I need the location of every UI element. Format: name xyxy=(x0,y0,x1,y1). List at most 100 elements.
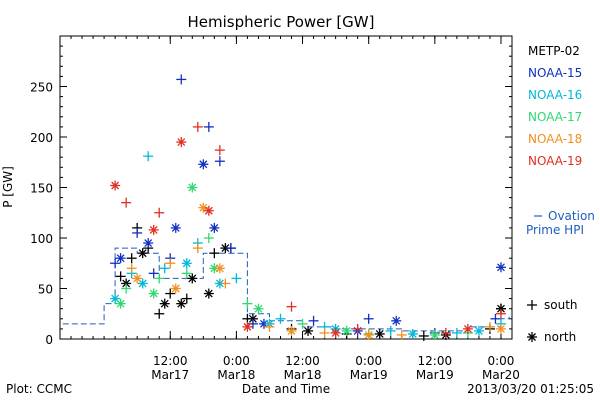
point-south-noaa-16 xyxy=(451,327,462,338)
point-north-noaa-17 xyxy=(115,298,126,309)
point-south-noaa-15 xyxy=(203,121,214,132)
point-south-noaa-19 xyxy=(214,145,225,156)
point-north-noaa-18 xyxy=(132,273,143,284)
point-south-noaa-18 xyxy=(126,263,137,274)
point-south-noaa-15 xyxy=(308,315,319,326)
point-north-metp-02 xyxy=(220,243,231,254)
x-tick-date-label: Mar17 xyxy=(151,368,189,382)
point-south-noaa-18 xyxy=(319,327,330,338)
point-north-metp-02 xyxy=(495,303,506,314)
point-south-metp-02 xyxy=(181,293,192,304)
point-south-noaa-17 xyxy=(154,273,165,284)
point-south-noaa-15 xyxy=(490,313,501,324)
plot-timestamp: 2013/03/20 01:25:05 xyxy=(467,382,594,396)
point-south-noaa-17 xyxy=(121,283,132,294)
point-north-noaa-18 xyxy=(363,329,374,340)
point-south-metp-02 xyxy=(115,271,126,282)
point-north-noaa-19 xyxy=(462,323,473,334)
point-south-noaa-18 xyxy=(484,321,495,332)
point-south-metp-02 xyxy=(154,308,165,319)
point-north-noaa-18 xyxy=(495,323,506,334)
marker-legend-symbol-south xyxy=(527,300,537,310)
x-tick-time-label: 0:00 xyxy=(223,354,250,368)
point-north-metp-02 xyxy=(187,273,198,284)
x-tick-time-label: 12:00 xyxy=(153,354,188,368)
point-south-noaa-19 xyxy=(121,197,132,208)
point-north-metp-02 xyxy=(176,298,187,309)
point-south-noaa-19 xyxy=(154,207,165,218)
point-south-noaa-16 xyxy=(385,325,396,336)
y-tick-label: 100 xyxy=(30,232,53,246)
point-south-noaa-16 xyxy=(275,313,286,324)
x-tick-date-label: Mar18 xyxy=(217,368,255,382)
point-south-noaa-19 xyxy=(352,323,363,334)
legend-item-noaa-16: NOAA-16 xyxy=(528,88,582,102)
legend-item-noaa-17: NOAA-17 xyxy=(528,110,582,124)
axis-ticks xyxy=(59,35,513,340)
point-south-noaa-15 xyxy=(214,156,225,167)
point-south-noaa-15 xyxy=(110,258,121,269)
y-tick-label: 0 xyxy=(45,333,53,347)
y-tick-label: 250 xyxy=(30,81,53,95)
point-north-noaa-15 xyxy=(115,253,126,264)
point-south-noaa-19 xyxy=(286,301,297,312)
point-north-noaa-18 xyxy=(214,263,225,274)
point-south-noaa-15 xyxy=(225,243,236,254)
x-tick-time-label: 12:00 xyxy=(418,354,453,368)
point-north-noaa-16 xyxy=(407,328,418,339)
point-south-metp-02 xyxy=(126,253,137,264)
point-north-noaa-19 xyxy=(203,205,214,216)
point-north-noaa-17 xyxy=(148,288,159,299)
x-tick-date-label: Mar20 xyxy=(482,368,520,382)
point-south-noaa-19 xyxy=(495,308,506,319)
plot-frame xyxy=(59,35,513,340)
point-south-noaa-17 xyxy=(181,268,192,279)
point-south-noaa-18 xyxy=(165,258,176,269)
x-tick-date-label: Mar19 xyxy=(350,368,388,382)
point-south-metp-02 xyxy=(209,248,220,259)
point-north-noaa-16 xyxy=(473,325,484,336)
y-tick-label: 150 xyxy=(30,182,53,196)
point-north-noaa-17 xyxy=(341,325,352,336)
data-points-layer xyxy=(110,74,506,341)
point-north-noaa-15 xyxy=(391,315,402,326)
point-south-noaa-18 xyxy=(192,243,203,254)
legend-item-noaa-19: NOAA-19 xyxy=(528,154,582,168)
point-south-noaa-17 xyxy=(242,298,253,309)
point-north-metp-02 xyxy=(137,248,148,259)
point-south-noaa-16 xyxy=(159,263,170,274)
point-south-noaa-19 xyxy=(440,327,451,338)
point-south-noaa-18 xyxy=(220,278,231,289)
point-north-noaa-17 xyxy=(429,329,440,340)
point-north-noaa-15 xyxy=(170,222,181,233)
point-south-noaa-15 xyxy=(132,227,143,238)
point-south-noaa-17 xyxy=(203,233,214,243)
point-north-noaa-17 xyxy=(253,303,264,314)
point-south-noaa-16 xyxy=(231,273,242,284)
point-south-metp-02 xyxy=(418,330,429,341)
ovation-hpi-line xyxy=(62,247,510,332)
point-north-noaa-19 xyxy=(148,224,159,235)
point-north-noaa-15 xyxy=(495,262,506,273)
legend-item-metp-02: METP-02 xyxy=(528,44,580,58)
point-north-noaa-18 xyxy=(170,283,181,294)
x-axis-label: Date and Time xyxy=(242,382,330,396)
y-tick-label: 50 xyxy=(38,283,53,297)
point-south-noaa-15 xyxy=(176,74,187,85)
satellite-legend: METP-02 NOAA-15 NOAA-16 NOAA-17 NOAA-18 NOAA-… xyxy=(528,44,582,168)
point-north-noaa-19 xyxy=(110,180,121,191)
x-tick-date-label: Mar18 xyxy=(284,368,322,382)
marker-legend: south north xyxy=(527,298,578,344)
x-tick-date-label: Mar19 xyxy=(416,368,454,382)
point-south-metp-02 xyxy=(165,288,176,299)
point-north-noaa-19 xyxy=(176,137,187,148)
point-south-noaa-19 xyxy=(192,121,203,132)
point-north-noaa-16 xyxy=(214,278,225,289)
y-tick-label: 200 xyxy=(30,131,53,145)
point-south-noaa-17 xyxy=(297,318,308,329)
plot-credit: Plot: CCMC xyxy=(6,382,72,396)
point-north-noaa-15 xyxy=(143,238,154,249)
point-north-metp-02 xyxy=(203,288,214,299)
